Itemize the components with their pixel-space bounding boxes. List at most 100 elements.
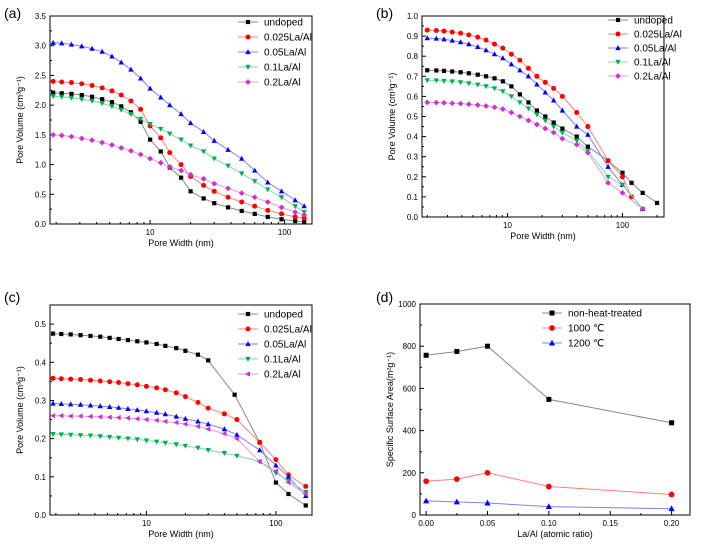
data-point (546, 396, 552, 402)
data-point (475, 44, 481, 50)
data-point (134, 382, 140, 388)
data-point (50, 375, 56, 381)
data-point (158, 94, 164, 100)
data-point (79, 97, 85, 103)
legend-label: 0.2La/Al (264, 78, 301, 89)
series-line (53, 80, 305, 219)
data-point (106, 435, 113, 441)
legend-marker (245, 371, 251, 377)
legend-marker (615, 45, 621, 51)
data-point (109, 142, 115, 148)
data-point (147, 122, 153, 128)
data-point (178, 111, 184, 117)
y-tick-label: 0.6 (407, 92, 419, 101)
data-point (483, 103, 489, 109)
data-point (534, 112, 540, 118)
data-point (525, 117, 532, 124)
data-point (441, 68, 447, 73)
data-point (265, 187, 271, 193)
data-point (50, 78, 56, 84)
data-point (458, 30, 464, 36)
data-point (234, 431, 240, 437)
y-tick-label: 0.5 (35, 190, 47, 199)
data-point (475, 34, 481, 40)
data-point (573, 141, 580, 148)
data-point (619, 182, 626, 188)
legend-marker (615, 73, 621, 79)
data-point (466, 81, 472, 87)
data-point (620, 170, 625, 175)
data-point (292, 214, 298, 220)
data-point (68, 332, 73, 337)
data-point (173, 413, 179, 419)
data-point (211, 156, 217, 162)
data-point (138, 106, 144, 112)
data-point (128, 111, 134, 117)
data-point (221, 411, 227, 417)
data-point (301, 215, 307, 221)
data-point (167, 131, 173, 137)
data-point (273, 462, 279, 468)
data-point (97, 403, 103, 409)
data-point (144, 340, 149, 345)
y-tick-label: 0.5 (35, 320, 47, 329)
series-5 (50, 131, 308, 218)
y-tick-label: 0.3 (35, 396, 47, 405)
data-point (534, 73, 540, 79)
data-point (67, 413, 73, 419)
series-4 (50, 431, 309, 495)
data-point (585, 124, 591, 130)
data-point (205, 405, 211, 411)
data-point (118, 59, 124, 65)
data-point (78, 135, 85, 142)
data-point (232, 392, 237, 397)
series-3 (50, 400, 309, 499)
data-point (465, 101, 472, 108)
data-point (234, 435, 240, 442)
data-point (153, 439, 160, 445)
y-tick-label: 0.5 (407, 113, 419, 122)
data-point (225, 163, 231, 169)
data-point (106, 404, 113, 410)
data-point (491, 86, 498, 92)
data-point (138, 119, 143, 124)
y-tick-label: 0.7 (407, 72, 419, 81)
legend-label: undoped (264, 18, 303, 29)
series-line (53, 415, 306, 495)
data-point (221, 426, 228, 432)
data-point (211, 137, 217, 143)
x-tick-label: 0.00 (418, 519, 434, 528)
legend-marker (615, 59, 621, 65)
data-point (542, 89, 548, 95)
y-tick-label: 2.0 (35, 101, 47, 110)
data-point (492, 41, 498, 47)
data-point (533, 121, 540, 128)
x-tick-label: 100 (616, 221, 630, 230)
data-point (450, 69, 455, 74)
y-tick-label: 400 (403, 427, 417, 436)
data-point (453, 498, 460, 505)
legend-label: undoped (264, 310, 303, 321)
data-point (200, 175, 207, 182)
data-point (619, 174, 625, 180)
data-point (303, 483, 309, 489)
data-point (484, 469, 491, 476)
series-line (52, 333, 306, 506)
data-point (234, 417, 240, 423)
data-point (116, 380, 122, 386)
data-point (147, 155, 154, 162)
data-point (525, 65, 531, 71)
data-point (58, 376, 64, 382)
legend-label: 1200 ℃ (568, 339, 604, 350)
data-point (517, 67, 523, 73)
data-point (154, 341, 159, 347)
data-point (153, 409, 160, 415)
legend-label: 0.025La/Al (634, 30, 682, 41)
data-point (257, 439, 263, 445)
x-tick-label: 10 (503, 221, 512, 230)
plot-frame (49, 304, 313, 516)
data-point (257, 447, 263, 453)
data-point (206, 358, 211, 363)
series-3 (423, 497, 675, 512)
data-point (234, 453, 240, 459)
